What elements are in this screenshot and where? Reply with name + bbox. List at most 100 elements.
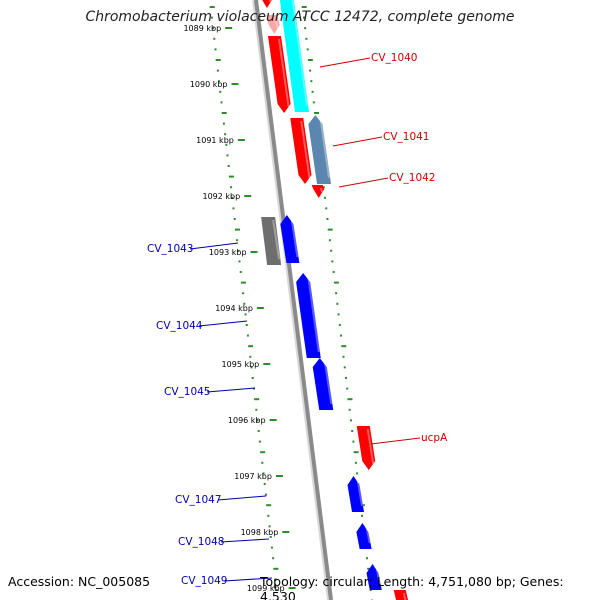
tick-mark [264,493,267,496]
gene-arrow [311,185,325,198]
tick-mark [230,186,233,189]
gene-arrow [312,358,334,410]
tick-mark [270,546,273,549]
gene-label: ucpA [421,432,448,444]
tick-mark [336,302,339,305]
gene-highlight [402,592,407,600]
gene-arrow [393,590,409,600]
tick-mark [213,37,216,40]
tick-mark [251,377,254,379]
tick-mark [274,578,277,581]
gene-highlight [323,360,333,405]
tick-mark [306,48,309,51]
tick-mark [226,154,229,157]
gene-label: CV_1044 [156,320,203,332]
tick-mark [272,557,275,560]
gene-highlight [300,120,311,179]
tick-mark [225,143,228,146]
tick-mark [244,313,247,316]
tick-mark [331,260,334,263]
tick-mark [228,175,234,178]
topology-text: Topology: circular; Length: 4,751,080 bp… [260,574,564,600]
gene-arrow [290,118,312,184]
gene-label: CV_1048 [178,536,225,548]
gene-highlight [268,0,272,3]
tick-mark [343,366,346,369]
tick-mark [233,218,236,220]
gene-highlight [307,275,320,353]
gene-highlight [274,17,279,29]
tick-mark [210,16,213,19]
tick-mark [304,27,307,30]
tick-mark [275,589,278,591]
kbp-tick [250,251,258,253]
tick-mark [322,186,325,189]
kbp-tick [269,419,277,421]
tick-mark [252,387,255,390]
kbp-tick [244,195,252,197]
tick-mark [261,461,264,464]
gene-highlight [278,38,290,108]
tick-mark [254,398,260,401]
gene-highlight [291,0,308,107]
tick-mark [220,101,223,104]
kbp-tick [225,27,233,29]
gene-arrow [356,523,372,549]
kbp-tick [256,307,264,309]
gene-highlight [272,219,281,260]
tick-mark [260,451,266,454]
gene-label: CV_1040 [371,52,418,64]
gene-arrow [261,217,282,265]
kbp-tick [263,363,271,365]
gene-arrow [356,426,376,470]
tick-mark [312,101,315,104]
kbp-scale: 1089 kbp 1090 kbp 1091 kbp 1092 kbp 1093 kbp… [183,24,296,593]
tick-mark [335,292,338,295]
kbp-label: 1092 kbp [203,192,241,201]
tick-mark [262,472,265,475]
gene-label: CV_1047 [175,494,222,506]
tick-mark [243,302,246,305]
gene-highlight [365,525,371,544]
tick-mark [242,292,245,295]
tick-mark [352,440,355,443]
tick-mark [327,228,333,231]
genome-title: Chromobacterium violaceum ATCC 12472, co… [85,9,515,25]
tick-mark [351,430,354,432]
tick-mark [227,165,230,167]
gene-highlight [356,478,363,507]
gene-label: CV_1043 [147,243,194,255]
gene-leader-line [220,538,270,543]
tick-mark [238,260,241,263]
tick-mark [240,281,246,284]
kbp-label: 1094 kbp [215,304,253,313]
tick-mark [219,90,222,93]
tick-mark [232,207,235,210]
tick-mark [337,313,340,316]
kbp-label: 1096 kbp [228,416,266,425]
gene-arrow [268,36,291,113]
tick-mark [256,419,259,422]
backbone-line [254,0,333,600]
tick-mark [237,249,240,252]
gene-arrow [280,215,300,263]
kbp-label: 1089 kbp [183,24,221,33]
tick-mark [356,472,359,475]
kbp-label: 1090 kbp [190,80,228,89]
tick-mark [354,461,357,464]
tick-mark [340,334,343,337]
gene-arrow [347,476,364,512]
gene-leader-line [217,495,267,501]
tick-mark [216,69,219,72]
gene-leader-line [338,177,389,188]
tick-mark [338,324,341,326]
tick-mark [311,90,314,93]
kbp-tick [237,139,245,141]
tick-mark [249,355,252,358]
tick-mark [257,430,260,432]
tick-mark [248,345,254,348]
tick-mark [323,196,326,199]
tick-mark [255,408,258,411]
tick-mark [224,133,227,136]
